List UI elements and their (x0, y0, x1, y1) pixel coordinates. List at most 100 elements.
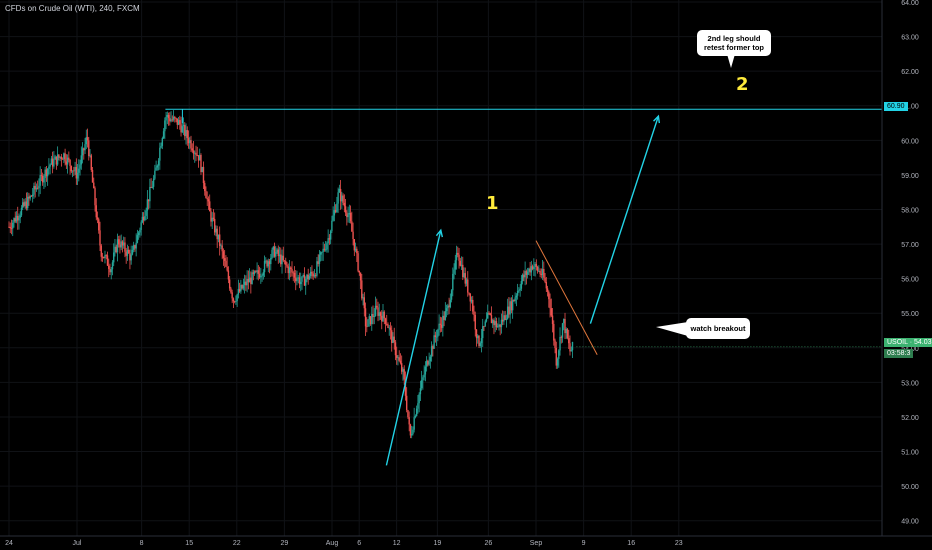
time-tick-label: 8 (140, 540, 144, 547)
price-tick-label: 56.00 (901, 277, 919, 284)
candle-body (381, 315, 383, 322)
candle-body (286, 264, 288, 267)
candle-body (74, 167, 76, 171)
candle-body (147, 199, 150, 202)
candle-body (563, 318, 565, 324)
candle-body (435, 336, 438, 338)
candle-body (252, 272, 255, 274)
candle-body (174, 116, 176, 119)
candle-body (30, 195, 33, 197)
candle-body (475, 329, 478, 339)
candle-body (106, 255, 109, 266)
candle-body (257, 270, 260, 274)
candle-body (194, 152, 196, 154)
price-tick-label: 59.00 (901, 173, 919, 180)
candle-body (185, 130, 187, 137)
candle-body (521, 274, 524, 282)
candle-body (363, 297, 365, 309)
time-tick-label: 29 (281, 540, 289, 547)
candle-body (428, 361, 430, 365)
candle-body (24, 201, 26, 206)
candle-body (250, 277, 252, 285)
candle-body (414, 415, 417, 418)
price-tick-label: 52.00 (901, 415, 919, 422)
candle-body (287, 266, 289, 274)
candle-body (467, 279, 469, 293)
candle-body (18, 217, 20, 221)
candle-body (561, 323, 564, 338)
wave2-arrow[interactable] (589, 115, 660, 324)
candle-body (312, 273, 314, 277)
candle-body (273, 246, 276, 257)
candle-body (473, 311, 475, 315)
candle-body (326, 243, 328, 250)
candle-body (568, 338, 570, 344)
candle-body (13, 218, 15, 223)
candle-body (302, 274, 304, 277)
candle-body (487, 312, 489, 319)
time-tick-label: Aug (326, 540, 339, 547)
candle-body (424, 366, 427, 375)
candle-body (420, 380, 423, 389)
candle-body (465, 279, 468, 284)
candle-body (267, 261, 270, 267)
candle-body (124, 242, 126, 252)
candle-body (53, 159, 55, 167)
leg2-callout[interactable]: 2nd leg should retest former top (697, 30, 771, 56)
candle-body (362, 297, 364, 299)
candle-body (293, 272, 296, 278)
candle-body (54, 156, 56, 160)
descending-trendline[interactable] (535, 240, 598, 355)
candle-body (116, 239, 119, 253)
candle-body (36, 187, 39, 189)
candle-body (503, 315, 505, 322)
candle-body (455, 252, 458, 261)
candle-body (505, 318, 508, 321)
candle-body (103, 256, 105, 259)
candle-body (189, 140, 191, 144)
candle-body (347, 214, 349, 218)
candle-body (49, 164, 51, 167)
candle-body (10, 228, 13, 229)
candle-body (204, 183, 206, 192)
candle-body (311, 271, 313, 274)
candle-body (90, 155, 92, 170)
candle-body (263, 260, 266, 273)
candle-body (78, 168, 80, 173)
candle-body (317, 261, 319, 264)
candle-body (341, 195, 343, 202)
wave1-arrow[interactable] (385, 230, 442, 466)
candle-body (272, 246, 274, 250)
candle-body (172, 116, 175, 120)
candle-body (308, 276, 311, 280)
time-axis: 24 Jul 8 15 22 29 Aug 6 12 19 26 Sep 9 16 23 (5, 540, 683, 547)
candle-body (135, 242, 137, 249)
candle-body (154, 170, 156, 179)
candle-body (46, 168, 49, 177)
candle-body (401, 363, 403, 372)
last-price-label: USOIL · 54.03 (884, 338, 932, 347)
candle-body (79, 164, 81, 169)
candle-body (359, 272, 362, 281)
candle-body (14, 218, 16, 222)
candle-body (349, 212, 352, 222)
candle-body (27, 196, 29, 209)
breakout-callout[interactable]: watch breakout (686, 318, 750, 339)
candle-body (251, 272, 253, 285)
candle-body (34, 185, 36, 190)
candle-body (83, 148, 85, 151)
candle-body (233, 301, 236, 303)
candle-body (298, 277, 301, 285)
candle-body (149, 186, 151, 202)
candle-body (536, 266, 539, 271)
candle-body (218, 234, 221, 246)
candle-body (321, 252, 323, 253)
candle-body (514, 297, 516, 302)
candle-body (201, 166, 203, 173)
candle-body (379, 312, 382, 316)
candle-body (113, 252, 115, 263)
candle-body (469, 293, 471, 302)
candle-body (415, 408, 418, 416)
